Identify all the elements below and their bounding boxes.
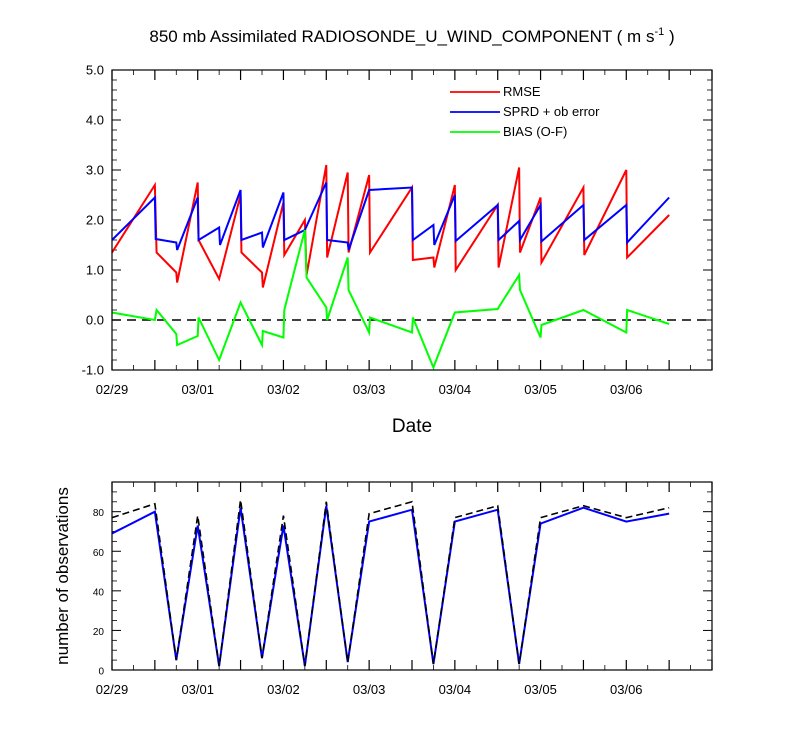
x-tick-label: 03/01	[181, 682, 214, 697]
x-tick-label: 03/02	[267, 382, 300, 397]
bottom-y-ticks: 0 20 40 60 80	[93, 481, 712, 678]
bottom-plot-frame	[111, 481, 713, 671]
y-tick-label: 3.0	[86, 163, 104, 178]
x-tick-label: 03/06	[610, 682, 643, 697]
top-series-lines	[111, 164, 670, 371]
x-tick-label: 03/02	[267, 682, 300, 697]
bottom-panel: 0 20 40 60 80 02/29 03/01 03/02 03/03 03/04 03/05…	[53, 481, 713, 697]
y-tick-label: 4.0	[86, 113, 104, 128]
top-panel: 850 mb Assimilated RADIOSONDE_U_WIND_COM…	[82, 26, 713, 437]
y-tick-label: 1.0	[86, 263, 104, 278]
y-tick-label: 0.0	[86, 313, 104, 328]
x-tick-label: 03/01	[181, 382, 214, 397]
y-tick-label: 2.0	[86, 213, 104, 228]
x-tick-label: 03/05	[524, 382, 557, 397]
y-tick-label: 20	[93, 627, 105, 638]
chart-title: 850 mb Assimilated RADIOSONDE_U_WIND_COM…	[149, 26, 674, 46]
bottom-x-ticks: 02/29 03/01 03/02 03/03 03/04 03/05 03/06	[96, 482, 713, 697]
x-tick-label: 03/03	[353, 682, 386, 697]
x-axis-label: Date	[392, 416, 432, 437]
x-tick-label: 03/06	[610, 382, 643, 397]
series-line-observations-possible	[111, 499, 670, 667]
legend-sprd-label: SPRD + ob error	[503, 104, 600, 119]
legend-rmse-label: RMSE	[503, 84, 541, 99]
y-tick-label: 80	[93, 508, 105, 519]
top-y-ticks: -1.0 0.0 1.0 2.0 3.0 4.0 5.0	[82, 63, 712, 378]
y-tick-label: 0	[98, 667, 104, 678]
x-tick-label: 03/04	[439, 382, 472, 397]
y-tick-label: 40	[93, 587, 105, 598]
bottom-series-lines	[111, 499, 670, 667]
series-line-bias-o-f	[111, 229, 670, 371]
series-line-sprd-ob-error	[111, 182, 670, 251]
legend-bias-label: BIAS (O-F)	[503, 124, 567, 139]
y-tick-label: -1.0	[82, 363, 104, 378]
y-axis-label: number of observations	[53, 487, 72, 665]
y-tick-label: 5.0	[86, 63, 104, 78]
top-plot-frame	[111, 69, 713, 371]
x-tick-label: 02/29	[96, 682, 129, 697]
x-tick-label: 02/29	[96, 382, 129, 397]
legend: RMSE SPRD + ob error BIAS (O-F)	[450, 84, 600, 139]
y-tick-label: 60	[93, 548, 105, 559]
x-tick-label: 03/05	[524, 682, 557, 697]
x-tick-label: 03/04	[439, 682, 472, 697]
x-tick-label: 03/03	[353, 382, 386, 397]
series-line-rmse	[111, 164, 670, 288]
